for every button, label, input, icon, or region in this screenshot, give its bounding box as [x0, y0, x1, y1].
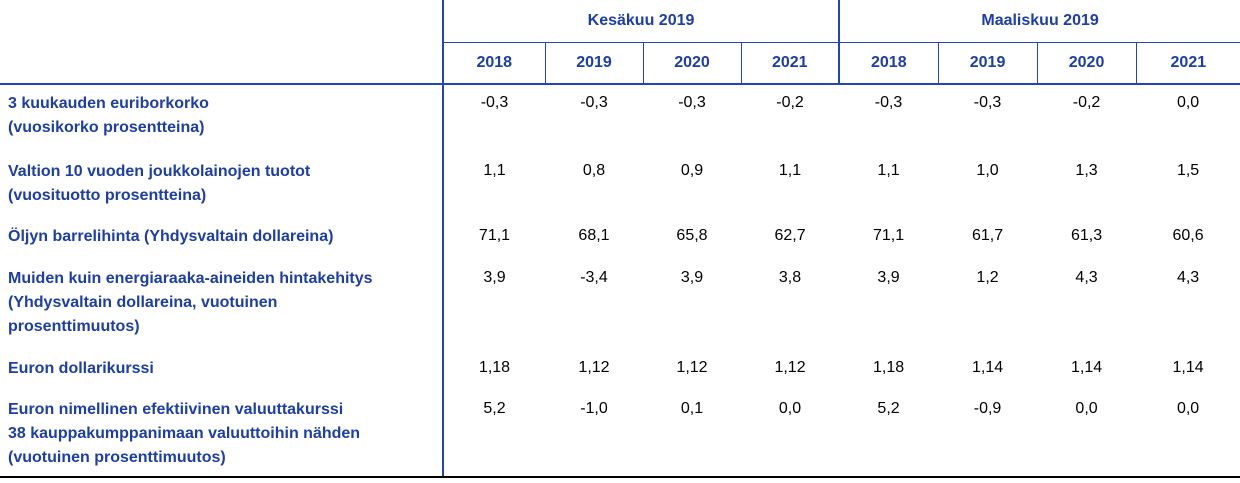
- row-label-line: prosenttimuutos): [8, 318, 140, 335]
- row-label-line: Muiden kuin energiaraaka-aineiden hintak…: [8, 270, 373, 287]
- row-label-line: (vuosikorko prosentteina): [8, 119, 205, 136]
- row-label-line: 3 kuukauden euriborkorko: [8, 95, 209, 112]
- row-label-line: Euron dollarikurssi: [8, 360, 154, 377]
- value-cell: 65,8: [676, 227, 708, 244]
- value-cell: -0,2: [776, 94, 804, 111]
- table-row-bond-yield: Valtion 10 vuoden joukkolainojen tuotot …: [0, 153, 1240, 218]
- year-header: 2019: [544, 42, 643, 85]
- value-cell: -0,3: [480, 94, 509, 111]
- value-cell: 3,9: [483, 269, 506, 286]
- value-cell: -1,0: [545, 391, 643, 478]
- value-cell: 1,18: [872, 359, 905, 376]
- value-cell: 1,3: [1075, 162, 1098, 179]
- value-cell: 4,3: [1176, 269, 1200, 286]
- value-cell: 5,2: [443, 391, 545, 478]
- row-label: Valtion 10 vuoden joukkolainojen tuotot …: [0, 153, 444, 218]
- value-cell: 4,3: [1075, 269, 1098, 286]
- row-label: 3 kuukauden euriborkorko (vuosikorko pro…: [0, 84, 444, 153]
- row-label: Muiden kuin energiaraaka-aineiden hintak…: [0, 260, 444, 350]
- period-group-header-row: Kesäkuu 2019 Maaliskuu 2019: [0, 0, 1240, 43]
- row-label-line: Valtion 10 vuoden joukkolainojen tuotot: [8, 163, 311, 180]
- year-header: 2018: [443, 42, 545, 85]
- value-cell: 1,14: [1070, 359, 1103, 376]
- value-cell: 0,0: [1136, 391, 1240, 478]
- value-cell: -0,9: [938, 391, 1038, 478]
- value-cell: 62,7: [774, 227, 806, 244]
- row-label-line: (vuotuinen prosenttimuutos): [8, 449, 226, 466]
- column-group-kesakuu-2019: Kesäkuu 2019: [443, 0, 840, 43]
- value-cell: 1,0: [976, 162, 999, 179]
- value-cell: 1,1: [778, 162, 802, 179]
- value-cell: 0,1: [643, 391, 741, 478]
- year-header: 2020: [1036, 42, 1137, 85]
- value-cell: -0,2: [1072, 94, 1101, 111]
- value-cell: 71,1: [478, 227, 511, 244]
- corner-cell: [0, 0, 444, 42]
- value-cell: 1,12: [578, 359, 610, 376]
- year-header-row: 2018 2019 2020 2021 2018 2019 2020 2021: [0, 42, 1240, 85]
- value-cell: 1,1: [877, 162, 900, 179]
- corner-cell: [0, 42, 444, 85]
- row-label: Euron dollarikurssi: [0, 350, 444, 391]
- row-label-line: (vuosituotto prosentteina): [8, 187, 207, 204]
- table-row-oil-price: Öljyn barrelihinta (Yhdysvaltain dollare…: [0, 218, 1240, 260]
- value-cell: 0,0: [741, 391, 840, 478]
- value-cell: 0,0: [1176, 94, 1200, 111]
- value-cell: -0,3: [580, 94, 608, 111]
- row-label-line: Öljyn barrelihinta (Yhdysvaltain dollare…: [8, 228, 334, 245]
- value-cell: 1,12: [774, 359, 806, 376]
- value-cell: 61,3: [1070, 227, 1103, 244]
- value-cell: 0,0: [1037, 391, 1137, 478]
- value-cell: 1,5: [1176, 162, 1200, 179]
- column-group-maaliskuu-2019: Maaliskuu 2019: [838, 0, 1240, 43]
- value-cell: 0,8: [582, 162, 606, 179]
- value-cell: 61,7: [971, 227, 1004, 244]
- value-cell: -0,3: [678, 94, 706, 111]
- table-row-non-energy-commodities: Muiden kuin energiaraaka-aineiden hintak…: [0, 260, 1240, 350]
- value-cell: 1,14: [1172, 359, 1204, 376]
- value-cell: -0,3: [973, 94, 1002, 111]
- row-label-line: 38 kauppakumppanimaan valuuttoihin nähde…: [8, 425, 361, 442]
- value-cell: 1,18: [478, 359, 511, 376]
- year-header: 2019: [937, 42, 1038, 85]
- value-cell: 3,9: [877, 269, 900, 286]
- value-cell: 3,8: [778, 269, 802, 286]
- row-label-line: (Yhdysvaltain dollareina, vuotuinen: [8, 294, 278, 311]
- row-label: Öljyn barrelihinta (Yhdysvaltain dollare…: [0, 218, 444, 260]
- value-cell: 1,12: [676, 359, 708, 376]
- row-label: Euron nimellinen efektiivinen valuuttaku…: [0, 391, 444, 478]
- year-header: 2021: [1135, 42, 1240, 85]
- value-cell: 68,1: [578, 227, 610, 244]
- value-cell: 1,14: [971, 359, 1004, 376]
- value-cell: 1,1: [483, 162, 506, 179]
- value-cell: 1,2: [976, 269, 999, 286]
- value-cell: -3,4: [580, 269, 608, 286]
- value-cell: 3,9: [680, 269, 704, 286]
- year-header: 2018: [838, 42, 939, 85]
- year-header: 2021: [740, 42, 840, 85]
- value-cell: 60,6: [1172, 227, 1204, 244]
- value-cell: 0,9: [680, 162, 704, 179]
- year-header: 2020: [642, 42, 741, 85]
- value-cell: -0,3: [874, 94, 903, 111]
- table-row-nominal-effective-exchange-rate: Euron nimellinen efektiivinen valuuttaku…: [0, 391, 1240, 478]
- table-row-euribor: 3 kuukauden euriborkorko (vuosikorko pro…: [0, 84, 1240, 153]
- value-cell: 71,1: [872, 227, 905, 244]
- value-cell: 5,2: [839, 391, 939, 478]
- row-label-line: Euron nimellinen efektiivinen valuuttaku…: [8, 401, 344, 418]
- table-row-usd-exchange-rate: Euron dollarikurssi 1,18 1,12 1,12 1,12 …: [0, 350, 1240, 391]
